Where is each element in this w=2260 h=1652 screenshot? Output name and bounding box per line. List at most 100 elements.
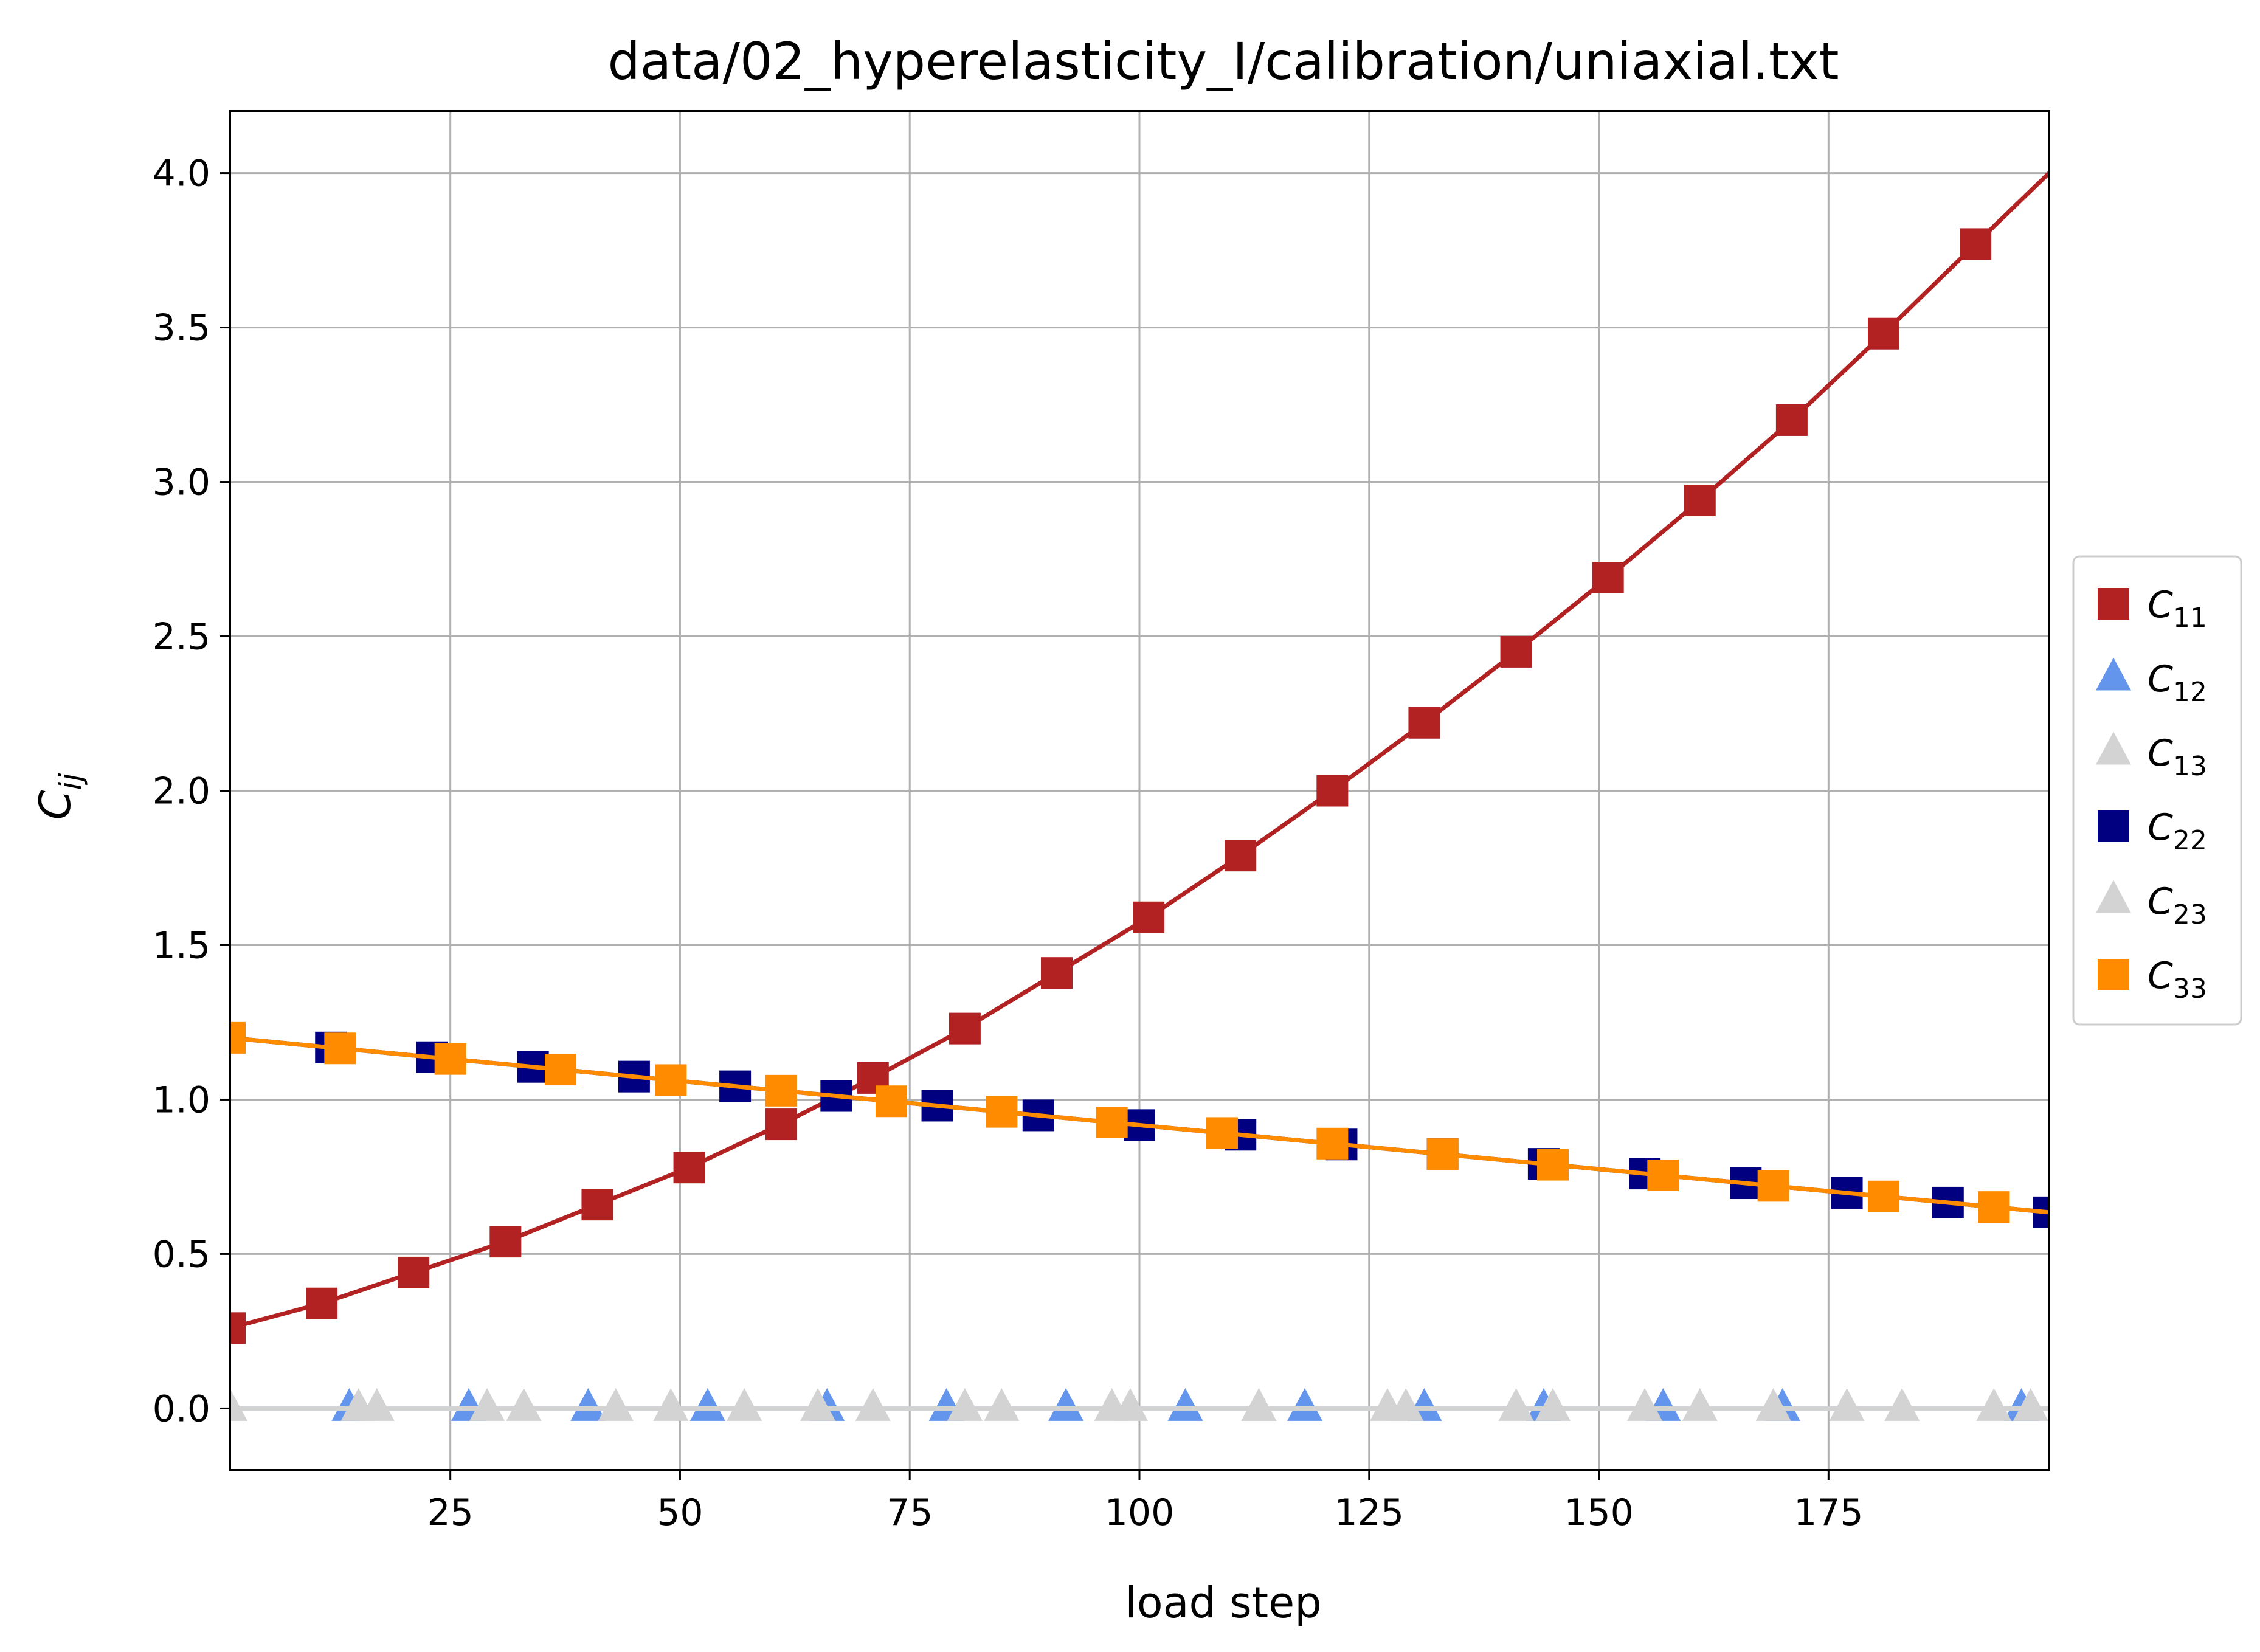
- y-tick-label: 2.5: [153, 616, 210, 658]
- legend-label-sub: 22: [2173, 825, 2207, 856]
- y-axis-label-sub: ij: [53, 773, 88, 790]
- legend-label-c12: C12: [2148, 658, 2207, 708]
- legend-item-c22: C22: [2098, 806, 2207, 856]
- data-point-c13: [1829, 1388, 1865, 1421]
- legend-label-base: C: [2148, 955, 2173, 997]
- data-point-c33: [1537, 1149, 1569, 1181]
- data-point-c33: [655, 1064, 687, 1096]
- data-point-c11: [1316, 775, 1349, 807]
- legend-marker-c33: [2098, 959, 2129, 990]
- data-point-c12: [1287, 1388, 1322, 1421]
- legend-label-c13: C13: [2148, 732, 2207, 782]
- legend-label-base: C: [2148, 732, 2173, 775]
- data-point-c33: [986, 1096, 1018, 1128]
- legend-marker-c22: [2098, 810, 2129, 842]
- data-point-c11: [1500, 635, 1532, 668]
- data-point-c23: [2013, 1388, 2048, 1421]
- data-point-c11: [1775, 404, 1808, 436]
- y-axis-label-base: C: [30, 790, 80, 820]
- y-tick-label: 3.0: [153, 461, 210, 504]
- data-point-c33: [1647, 1159, 1679, 1191]
- legend-marker-c13: [2096, 731, 2131, 765]
- data-point-c13: [653, 1388, 689, 1421]
- y-axis-label: Cij: [30, 773, 88, 820]
- data-point-c13: [1976, 1388, 2012, 1421]
- data-point-c23: [1627, 1388, 1663, 1421]
- data-point-c11: [230, 1312, 246, 1344]
- legend-label-base: C: [2148, 584, 2173, 626]
- x-tick-label: 25: [427, 1491, 473, 1534]
- data-point-c13: [506, 1388, 542, 1421]
- y-tick-label: 4.0: [153, 153, 210, 195]
- legend-item-c33: C33: [2098, 955, 2207, 1004]
- data-point-c12: [570, 1388, 606, 1421]
- legend-label-c22: C22: [2148, 806, 2207, 856]
- series-line-c33: [230, 1035, 2049, 1215]
- x-tick-label: 175: [1794, 1491, 1864, 1534]
- data-point-c23: [984, 1388, 1020, 1421]
- data-point-c33: [1206, 1117, 1238, 1149]
- data-point-c11: [1225, 840, 1257, 872]
- legend-item-c11: C11: [2098, 584, 2207, 634]
- data-point-c33: [230, 1021, 246, 1054]
- legend-label-sub: 12: [2173, 677, 2207, 708]
- legend-label-sub: 33: [2173, 973, 2207, 1004]
- y-tick-label: 3.5: [153, 307, 210, 350]
- data-point-c11: [949, 1012, 981, 1045]
- data-point-c23: [1884, 1388, 1920, 1421]
- chart-title: data/02_hyperelasticity_I/calibration/un…: [607, 32, 1839, 91]
- data-point-c33: [876, 1085, 907, 1118]
- data-point-c33: [545, 1054, 576, 1086]
- x-tick-label: 50: [657, 1491, 703, 1534]
- y-tick-label: 2.0: [153, 770, 210, 813]
- data-point-c11: [581, 1189, 613, 1221]
- legend-label-c23: C23: [2148, 880, 2207, 930]
- legend-label-c11: C11: [2148, 584, 2207, 634]
- data-point-c23: [1498, 1388, 1534, 1421]
- data-point-c11: [673, 1152, 705, 1184]
- x-tick-label: 150: [1564, 1491, 1634, 1534]
- legend-marker-c12: [2096, 657, 2131, 691]
- x-tick-label: 100: [1105, 1491, 1175, 1534]
- data-point-c23: [598, 1388, 634, 1421]
- legend-label-base: C: [2148, 658, 2173, 700]
- data-point-c11: [398, 1256, 430, 1288]
- data-point-c33: [324, 1032, 356, 1065]
- data-point-c13: [230, 1388, 247, 1421]
- data-point-c13: [800, 1388, 836, 1421]
- data-point-c11: [1592, 562, 1624, 594]
- legend-label-c33: C33: [2148, 955, 2207, 1004]
- data-point-c33: [1757, 1170, 1789, 1202]
- series-c23: [230, 1388, 2049, 1421]
- legend-marker-c23: [2096, 880, 2131, 913]
- data-point-c11: [1960, 228, 1992, 260]
- data-point-c33: [1868, 1180, 1899, 1212]
- legend-item-c13: C13: [2096, 731, 2207, 782]
- legend-item-c12: C12: [2096, 657, 2207, 708]
- data-point-c11: [1133, 901, 1165, 933]
- data-point-c23: [1241, 1388, 1277, 1421]
- data-point-c23: [1755, 1388, 1791, 1421]
- data-point-c33: [1978, 1191, 2010, 1223]
- legend-label-base: C: [2148, 806, 2173, 849]
- series-c11: [230, 171, 2049, 1344]
- data-point-c23: [1370, 1388, 1405, 1421]
- y-tick-label: 0.0: [153, 1388, 210, 1430]
- data-point-c13: [947, 1388, 983, 1421]
- y-tick-label: 1.0: [153, 1079, 210, 1121]
- data-point-c33: [1096, 1107, 1128, 1139]
- x-tick-label: 125: [1335, 1491, 1405, 1534]
- legend-item-c23: C23: [2096, 880, 2207, 930]
- legend-marker-c11: [2098, 588, 2129, 620]
- legend-label-sub: 13: [2173, 751, 2207, 782]
- x-axis-label: load step: [1125, 1578, 1321, 1628]
- data-point-c33: [434, 1043, 466, 1075]
- data-point-c12: [1048, 1388, 1084, 1421]
- data-point-c23: [469, 1388, 505, 1421]
- data-point-c13: [1682, 1388, 1718, 1421]
- data-point-c13: [1535, 1388, 1571, 1421]
- data-point-c33: [765, 1074, 797, 1107]
